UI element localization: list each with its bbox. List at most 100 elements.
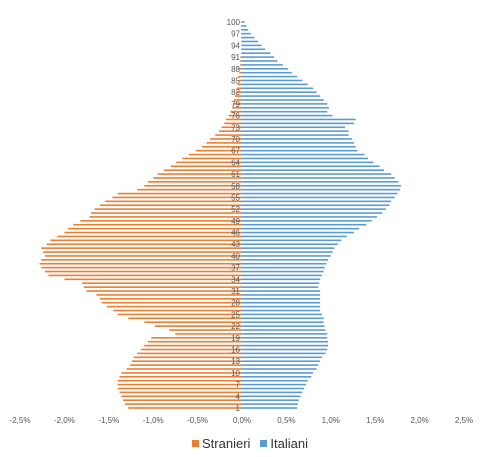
y-tick-label-49: 49	[231, 217, 240, 226]
bar-stranieri-age-83	[236, 87, 242, 90]
bar-italiani-age-50	[242, 216, 377, 218]
bar-italiani-age-21	[242, 329, 326, 331]
bar-italiani-age-100	[242, 21, 245, 23]
bar-italiani-age-88	[242, 67, 289, 70]
bar-stranieri-age-2	[124, 403, 242, 405]
x-tick-label-1: -2,0%	[54, 416, 75, 425]
bar-italiani-age-41	[242, 251, 333, 253]
bar-stranieri-age-26	[113, 309, 243, 312]
x-tick-label-10: 2,5%	[455, 416, 473, 425]
bar-stranieri-age-3	[123, 399, 242, 401]
bar-stranieri-age-86	[238, 75, 242, 78]
bar-italiani-age-4	[242, 395, 301, 398]
bar-italiani-age-58	[242, 184, 401, 187]
bar-italiani-age-80	[242, 99, 324, 101]
bar-stranieri-age-49	[80, 220, 242, 222]
bar-italiani-age-36	[242, 270, 324, 273]
bar-stranieri-age-85	[238, 79, 242, 82]
bar-italiani-age-66	[242, 153, 365, 156]
bar-stranieri-age-63	[170, 165, 242, 168]
bar-italiani-age-27	[242, 305, 321, 308]
bar-stranieri-age-7	[117, 383, 242, 386]
bar-stranieri-age-34	[64, 278, 243, 281]
bar-italiani-age-57	[242, 188, 401, 191]
bar-stranieri-age-12	[130, 364, 242, 366]
y-tick-label-97: 97	[231, 30, 240, 39]
bar-italiani-age-40	[242, 255, 331, 257]
bar-italiani-age-46	[242, 231, 354, 234]
bar-italiani-age-95	[242, 40, 258, 43]
bar-italiani-age-10	[242, 372, 314, 374]
y-tick-label-100: 100	[227, 18, 241, 27]
bar-italiani-age-65	[242, 157, 369, 160]
bar-italiani-age-44	[242, 239, 342, 242]
bar-stranieri-age-78	[232, 106, 242, 109]
bar-italiani-age-28	[242, 301, 321, 304]
y-tick-label-94: 94	[231, 41, 240, 50]
bar-stranieri-age-62	[163, 169, 242, 171]
bar-stranieri-age-95	[241, 40, 242, 43]
bar-italiani-age-98	[242, 29, 249, 31]
bar-stranieri-age-80	[234, 99, 242, 101]
bar-stranieri-age-19	[151, 337, 242, 339]
bar-italiani-age-63	[242, 165, 380, 168]
bar-stranieri-age-69	[206, 142, 242, 144]
y-tick-label-22: 22	[231, 322, 240, 331]
bar-italiani-age-12	[242, 364, 319, 366]
bar-italiani-age-34	[242, 278, 321, 281]
bar-italiani-age-61	[242, 173, 392, 175]
bar-italiani-age-73	[242, 126, 346, 129]
bar-stranieri-age-30	[96, 294, 243, 296]
bar-stranieri-age-97	[241, 32, 242, 35]
bar-stranieri-age-15	[137, 352, 242, 355]
bar-italiani-age-55	[242, 196, 395, 199]
bar-italiani-age-97	[242, 32, 251, 35]
bar-italiani-age-31	[242, 290, 321, 292]
bar-italiani-age-18	[242, 340, 329, 343]
bar-italiani-age-86	[242, 75, 298, 78]
bar-italiani-age-76	[242, 114, 333, 117]
chart-legend: Stranieri Italiani	[0, 434, 500, 452]
bar-stranieri-age-22	[154, 325, 242, 327]
legend-item-stranieri: Stranieri	[192, 436, 250, 451]
bar-stranieri-age-100	[241, 21, 242, 23]
bar-stranieri-age-14	[133, 356, 242, 359]
bar-stranieri-age-57	[137, 188, 242, 191]
x-tick-label-8: 1,5%	[366, 416, 384, 425]
y-tick-label-1: 1	[236, 404, 241, 413]
bar-stranieri-age-50	[89, 216, 242, 218]
y-axis-tick-labels: 1 4 7 10 13 16 19 22 25 28 31 34 37 40 43 46 49 52 55 58 61 6…	[227, 18, 241, 413]
bar-italiani-age-60	[242, 177, 395, 179]
bar-italiani-age-45	[242, 235, 347, 238]
y-tick-label-58: 58	[231, 182, 240, 191]
bar-italiani-age-54	[242, 200, 392, 203]
italiani-series	[242, 21, 401, 409]
bar-stranieri-age-51	[91, 212, 242, 214]
bar-italiani-age-56	[242, 192, 398, 195]
bar-stranieri-age-66	[188, 153, 242, 156]
legend-item-italiani: Italiani	[260, 436, 308, 451]
bar-italiani-age-83	[242, 87, 314, 90]
bar-italiani-age-30	[242, 294, 321, 296]
bar-italiani-age-68	[242, 145, 356, 148]
bar-italiani-age-26	[242, 309, 321, 312]
bar-italiani-age-96	[242, 36, 255, 39]
bar-italiani-age-89	[242, 64, 283, 66]
y-tick-label-61: 61	[231, 170, 240, 179]
bar-italiani-age-70	[242, 138, 353, 140]
bar-italiani-age-29	[242, 298, 321, 300]
bar-italiani-age-93	[242, 48, 266, 51]
bar-italiani-age-42	[242, 247, 335, 249]
bar-stranieri-age-10	[121, 372, 242, 374]
bar-stranieri-age-45	[57, 235, 242, 238]
bar-stranieri-age-44	[50, 239, 242, 242]
bar-italiani-age-32	[242, 286, 319, 288]
stranieri-series	[39, 21, 243, 409]
bar-italiani-age-3	[242, 399, 299, 401]
bar-italiani-age-14	[242, 356, 322, 359]
bar-italiani-age-39	[242, 259, 329, 261]
bar-italiani-age-35	[242, 274, 322, 277]
bar-italiani-age-15	[242, 352, 326, 355]
y-tick-label-31: 31	[231, 287, 240, 296]
bar-italiani-age-75	[242, 118, 356, 121]
